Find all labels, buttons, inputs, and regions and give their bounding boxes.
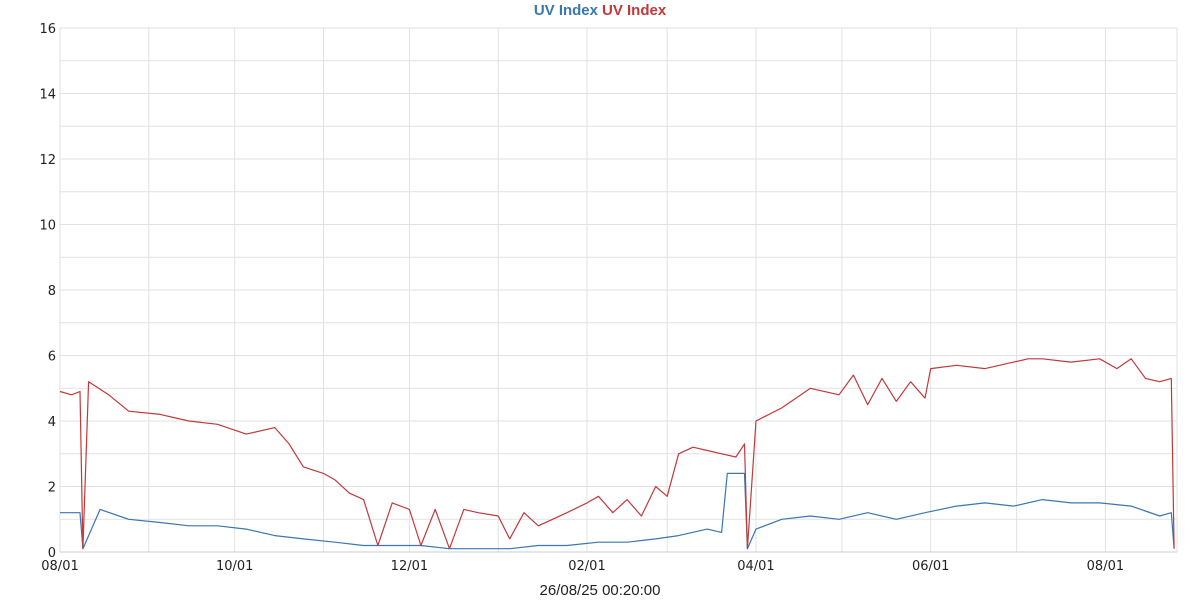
series-line-1 bbox=[60, 472, 1175, 550]
x-tick-label: 10/01 bbox=[216, 559, 253, 574]
chart-title: UV Index UV Index bbox=[0, 2, 1200, 19]
grid bbox=[59, 27, 1178, 553]
y-tick-label: 2 bbox=[48, 481, 56, 496]
x-tick-label: 08/01 bbox=[1087, 559, 1124, 574]
y-tick-label: 12 bbox=[39, 153, 56, 168]
y-tick-label: 6 bbox=[48, 350, 56, 365]
x-tick-label: 12/01 bbox=[391, 559, 428, 574]
y-tick-label: 16 bbox=[39, 22, 56, 37]
x-tick-label: 02/01 bbox=[568, 559, 605, 574]
y-tick-label: 0 bbox=[48, 546, 56, 561]
y-axis-ticks: 0 2 4 6 8 10 12 14 16 bbox=[39, 22, 56, 561]
title-series-1: UV Index bbox=[533, 2, 598, 19]
y-tick-label: 4 bbox=[48, 415, 56, 430]
x-tick-label: 06/01 bbox=[912, 559, 949, 574]
series-lines bbox=[59, 358, 1175, 550]
x-axis-ticks: 08/01 10/01 12/01 02/01 04/01 06/01 08/01 bbox=[41, 559, 1124, 574]
title-series-2: UV Index bbox=[602, 2, 667, 19]
y-tick-label: 14 bbox=[39, 88, 56, 103]
y-tick-label: 8 bbox=[48, 284, 56, 299]
chart-footer-timestamp: 26/08/25 00:20:00 bbox=[539, 582, 661, 599]
x-tick-label: 04/01 bbox=[737, 559, 774, 574]
x-tick-label: 08/01 bbox=[41, 559, 78, 574]
series-line-2 bbox=[59, 358, 1175, 550]
y-tick-label: 10 bbox=[39, 219, 56, 234]
